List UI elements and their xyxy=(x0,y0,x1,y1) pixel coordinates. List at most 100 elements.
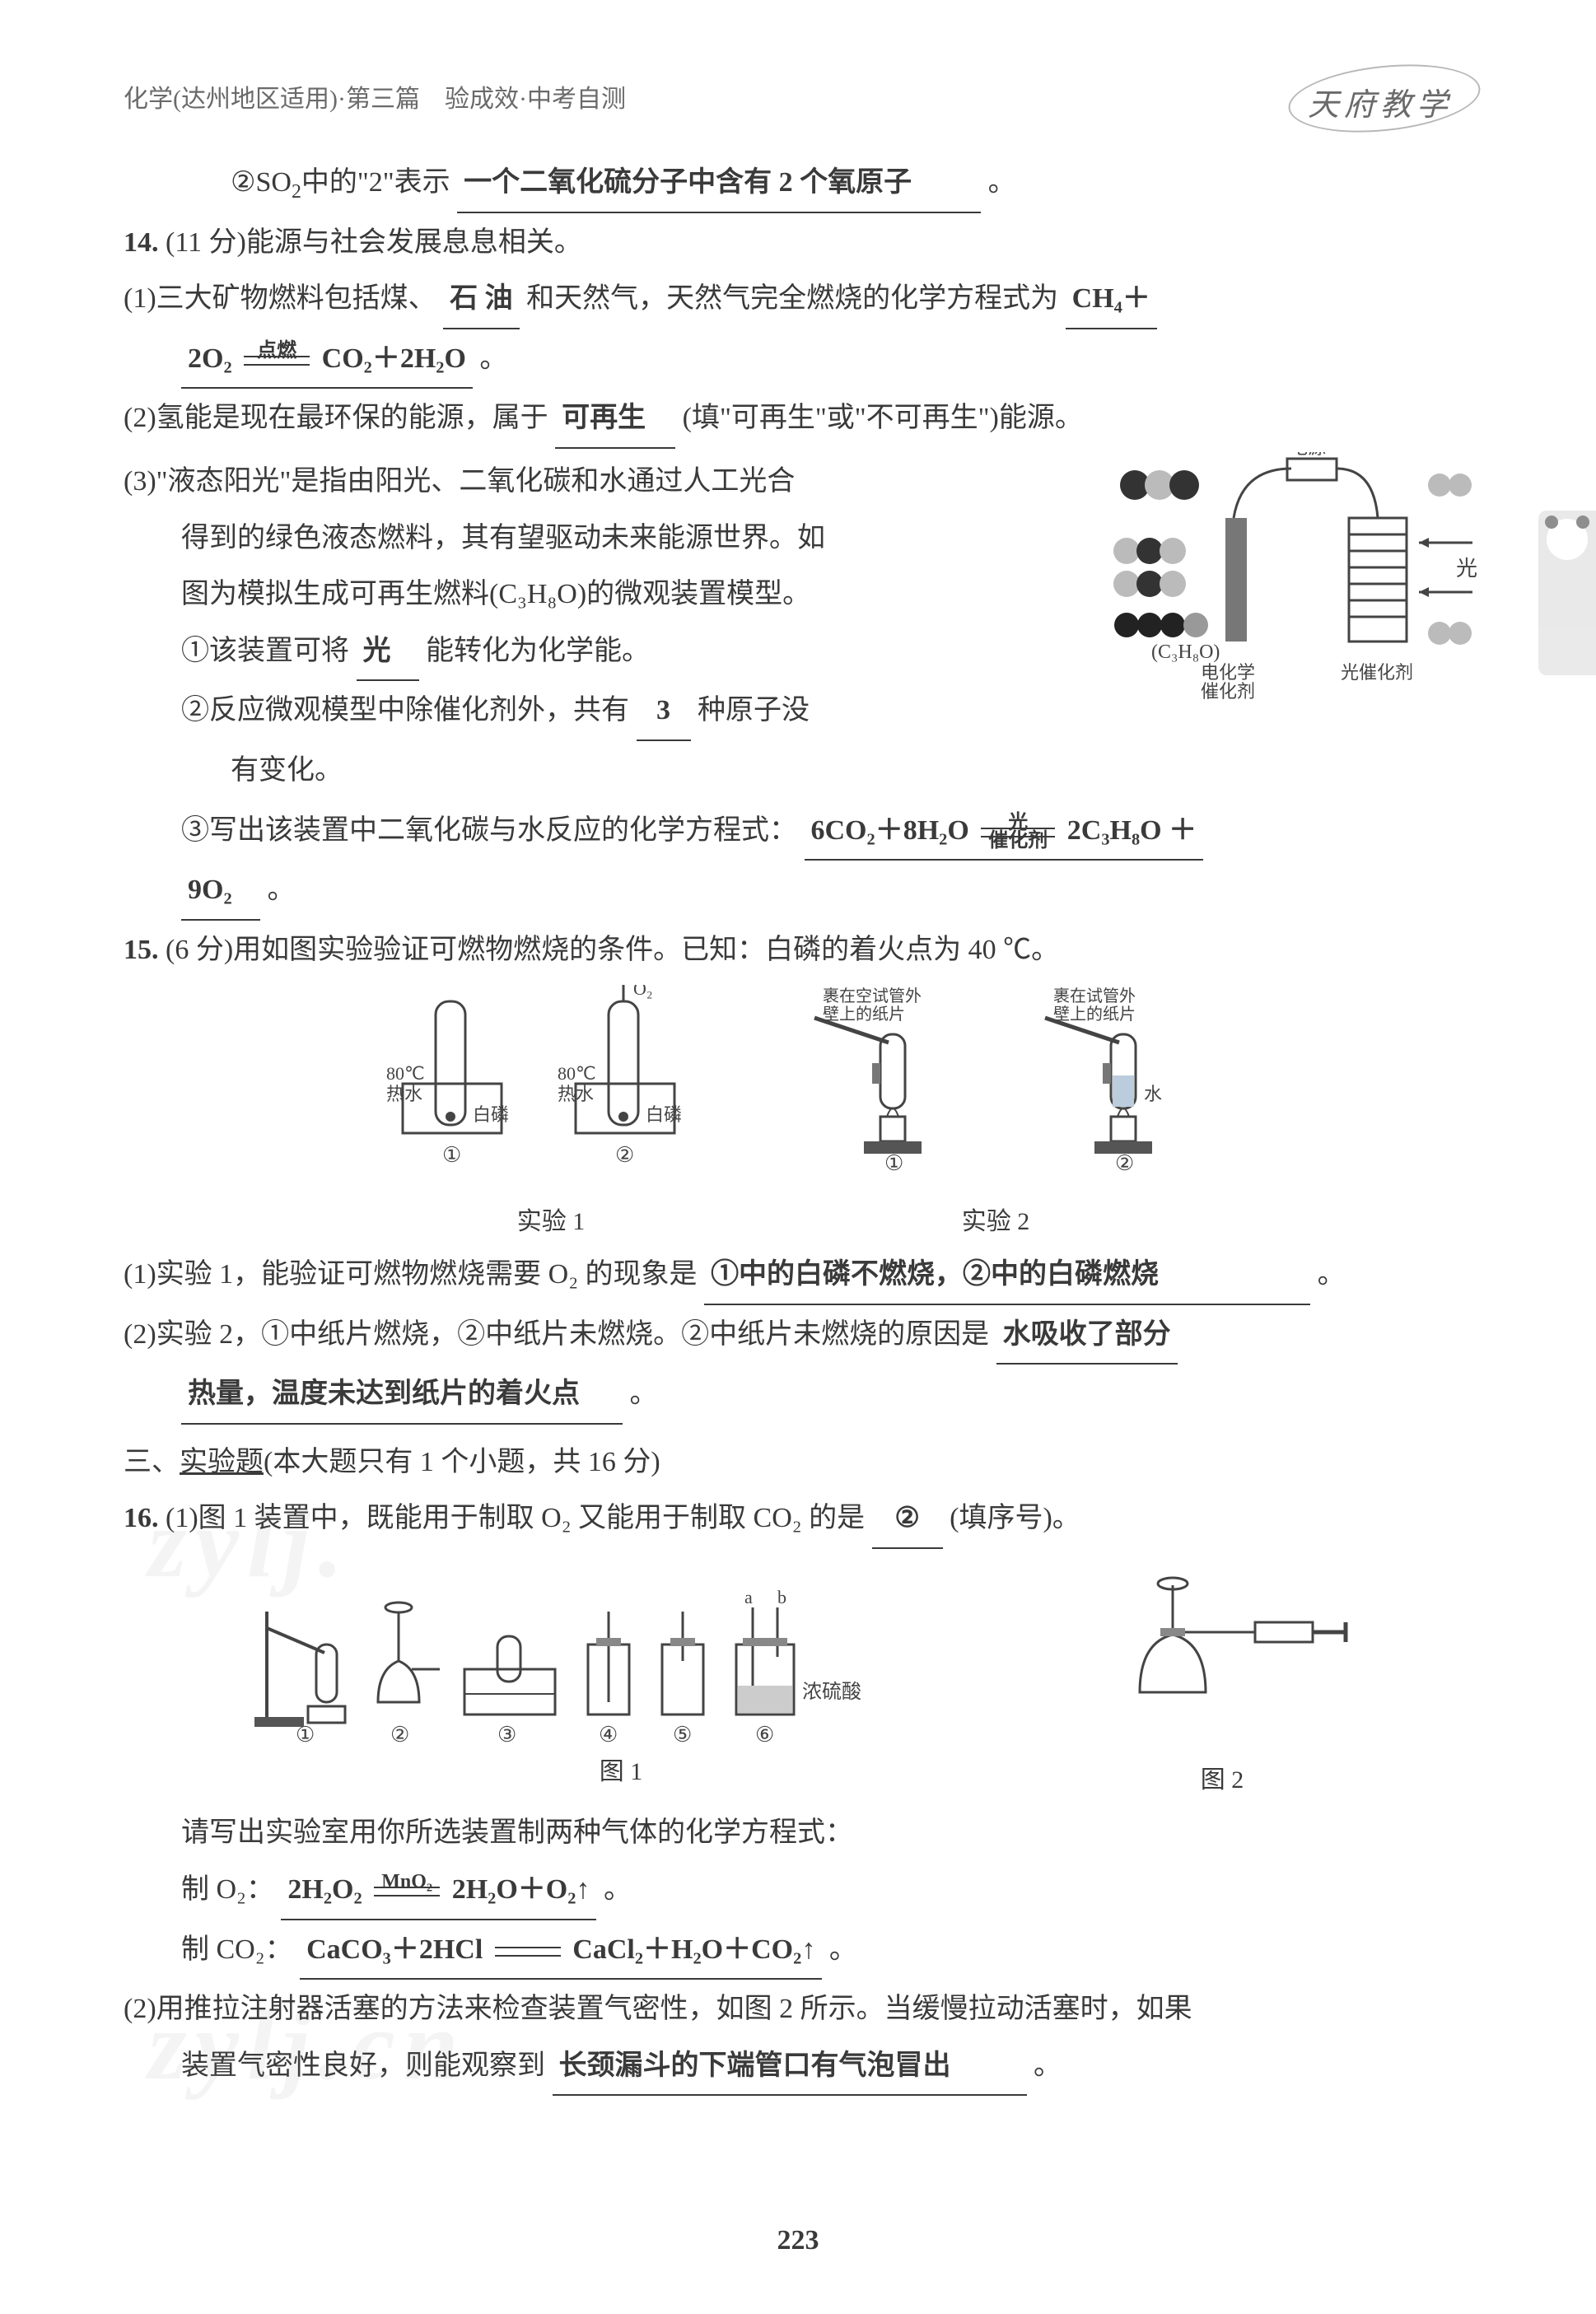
q16-co2-eq: CaCO₃＋2HCl CaCl₂＋H₂O＋CO₂↑ xyxy=(300,1924,822,1980)
q14-1-2o2: 2O₂ xyxy=(188,343,232,374)
q16-co2-right: CaCl₂＋H₂O＋CO₂↑ xyxy=(572,1934,815,1965)
q14-3-1b: 能转化为化学能。 xyxy=(426,636,650,666)
q14-figure: (C₃H₈O) 电化学 催化剂 电源 光催化剂 xyxy=(1102,452,1481,718)
q16-co2-end: 。 xyxy=(829,1934,857,1965)
svg-text:⑥: ⑥ xyxy=(755,1723,774,1743)
q15-2-line2: 热量，温度未达到纸片的着火点 。 xyxy=(124,1368,1481,1425)
q14-1-end: 。 xyxy=(479,343,507,374)
q14-3-2a: ②反应微观模型中除催化剂外，共有 xyxy=(181,695,629,725)
q14-3b: 得到的绿色液态燃料，其有望驱动未来能源世界。如 xyxy=(124,512,1085,566)
experiment1-icon: 80℃ 热水 白磷 ① O₂ 80℃ 热水 白磷 ② xyxy=(378,985,724,1174)
breadcrumb: 化学(达州地区适用)·第三篇 验成效·中考自测 xyxy=(124,76,626,123)
q16-o2-end: 。 xyxy=(604,1874,632,1905)
q14-3-3-left: 6CO₂＋8H₂O xyxy=(811,815,969,846)
experiment2-icon: 裹在空试管外 壁上的纸片 ① 裹在试管外 壁上的纸片 水 ② xyxy=(765,985,1226,1174)
q15-1end: 。 xyxy=(1318,1259,1346,1290)
q16-co2: 制 CO₂： CaCO₃＋2HCl CaCl₂＋H₂O＋CO₂↑ 。 xyxy=(124,1924,1481,1980)
apparatus-row: ① ② ③ ④ xyxy=(250,1562,992,1743)
q16-o2-left: 2H₂O₂ xyxy=(287,1874,362,1905)
q14-1-right: CO₂＋2H₂O xyxy=(322,343,466,374)
q14-3-3eq: 6CO₂＋8H₂O 光 催化剂 2C₃H₈O ＋ xyxy=(805,805,1204,861)
q14-points: (11 分)能源与社会发展息息相关。 xyxy=(166,227,582,258)
brand-logo: 天府教学 xyxy=(1283,66,1481,132)
q14-3-3-bot: 催化剂 xyxy=(988,823,1048,861)
svg-text:光催化剂: 光催化剂 xyxy=(1341,662,1413,683)
q14-1b: 和天然气，天然气完全燃烧的化学方程式为 xyxy=(526,283,1058,314)
q14-3-3end: 。 xyxy=(268,875,296,905)
q14-3-2: ②反应微观模型中除催化剂外，共有 3 种原子没 xyxy=(124,684,1085,741)
q16-number: 16. xyxy=(124,1503,159,1533)
q15-exp2-caption: 实验 2 xyxy=(765,1198,1226,1245)
svg-text:②: ② xyxy=(615,1143,634,1167)
svg-text:浓硫酸: 浓硫酸 xyxy=(802,1681,861,1703)
svg-text:壁上的纸片: 壁上的纸片 xyxy=(823,1005,905,1024)
q15-2a: (2)实验 2，①中纸片燃烧，②中纸片未燃烧。②中纸片未燃烧的原因是 xyxy=(124,1319,989,1350)
q16-1b: (填序号)。 xyxy=(950,1503,1080,1533)
q16-eq-intro: 请写出实验室用你所选装置制两种气体的化学方程式： xyxy=(124,1807,1481,1860)
q14-3a: (3)"液态阳光"是指由阳光、二氧化碳和水通过人工光合 xyxy=(124,455,1085,509)
q16-fig1: ① ② ③ ④ xyxy=(250,1552,992,1795)
svg-text:①: ① xyxy=(884,1151,903,1174)
q14-1-line1: (1)三大矿物燃料包括煤、 石 油 和天然气，天然气完全燃烧的化学方程式为 CH… xyxy=(124,273,1481,329)
sec3-title: 实验题 xyxy=(180,1447,264,1477)
q16-2b: 装置气密性良好，则能观察到 xyxy=(181,2050,545,2081)
q16-fig1-caption: 图 1 xyxy=(250,1748,992,1795)
header-row: 化学(达州地区适用)·第三篇 验成效·中考自测 天府教学 xyxy=(124,66,1481,132)
q14-2b: (填"可再生"或"不可再生")能源。 xyxy=(683,403,1083,433)
q14-1-ans1: 石 油 xyxy=(443,273,520,329)
svg-text:②: ② xyxy=(390,1723,409,1743)
q15-2-ans2: 热量，温度未达到纸片的着火点 xyxy=(181,1368,623,1425)
q13-mid: 中的"2"表示 xyxy=(301,167,450,198)
reaction-arrow-icon xyxy=(495,1947,561,1957)
q15-2end: 。 xyxy=(630,1379,658,1409)
q15-head: 15. (6 分)用如图实验验证可燃物燃烧的条件。已知：白磷的着火点为 40 ℃… xyxy=(124,924,1481,977)
q16-2-ans: 长颈漏斗的下端管口有气泡冒出 xyxy=(553,2040,1027,2097)
svg-text:白磷: 白磷 xyxy=(646,1104,682,1125)
q15-1a: (1)实验 1，能验证可燃物燃烧需要 O₂ 的现象是 xyxy=(124,1259,698,1290)
svg-text:⑤: ⑤ xyxy=(673,1723,692,1743)
q14-3-2ans: 3 xyxy=(637,684,691,741)
q16-o2: 制 O₂： 2H₂O₂ MnO₂ 2H₂O＋O₂↑ 。 xyxy=(124,1864,1481,1920)
q16-fig2: 图 2 xyxy=(1090,1552,1354,1804)
q13-prefix: ②SO xyxy=(231,167,292,198)
svg-text:光: 光 xyxy=(1456,557,1477,581)
q14-3-2c: 有变化。 xyxy=(124,744,1085,798)
svg-text:②: ② xyxy=(1115,1151,1134,1174)
svg-text:白磷: 白磷 xyxy=(473,1104,509,1125)
q14-3-1ans: 光 xyxy=(357,625,419,682)
q14-3-block: (3)"液态阳光"是指由阳光、二氧化碳和水通过人工光合 得到的绿色液态燃料，其有… xyxy=(124,452,1481,801)
q15-1-ans: ①中的白磷不燃烧，②中的白磷燃烧 xyxy=(704,1248,1310,1305)
q15-exp1-caption: 实验 1 xyxy=(378,1198,724,1245)
svg-text:④: ④ xyxy=(599,1723,618,1743)
q14-1-cond: 点燃 xyxy=(257,333,296,371)
svg-text:80℃: 80℃ xyxy=(558,1063,596,1084)
q16-figs: ① ② ③ ④ xyxy=(124,1552,1481,1804)
svg-text:裹在空试管外: 裹在空试管外 xyxy=(823,987,922,1005)
q15-1: (1)实验 1，能验证可燃物燃烧需要 O₂ 的现象是 ①中的白磷不燃烧，②中的白… xyxy=(124,1248,1481,1305)
q13-sub: 2 xyxy=(292,181,301,203)
q14-2-ans: 可再生 xyxy=(555,392,675,449)
svg-text:O₂: O₂ xyxy=(633,985,653,999)
q14-1a: (1)三大矿物燃料包括煤、 xyxy=(124,283,436,314)
q14-3-1: ①该装置可将 光 能转化为化学能。 xyxy=(124,625,1085,682)
q16-o2-eq: 2H₂O₂ MnO₂ 2H₂O＋O₂↑ xyxy=(281,1864,596,1920)
svg-text:水: 水 xyxy=(1144,1084,1162,1104)
logo-text: 天府教学 xyxy=(1308,76,1453,135)
q15-exp1: 80℃ 热水 白磷 ① O₂ 80℃ 热水 白磷 ② 实验 1 xyxy=(378,985,724,1245)
apparatus-set-icon: ① ② ③ ④ xyxy=(250,1562,992,1743)
svg-text:电化学: 电化学 xyxy=(1201,662,1255,683)
svg-text:80℃: 80℃ xyxy=(386,1063,425,1084)
q14-1-eq-left: CH₄＋ xyxy=(1066,273,1157,329)
q16-o2-cond: MnO₂ xyxy=(381,1864,432,1901)
q13-answer: 一个二氧化硫分子中含有 2 个氧原子 xyxy=(457,156,981,213)
q16-o2-right: 2H₂O＋O₂↑ xyxy=(452,1874,590,1905)
q14-3-3a: ③写出该装置中二氧化碳与水反应的化学方程式： xyxy=(181,815,797,846)
panda-icon xyxy=(1547,519,1588,560)
syringe-flask-icon xyxy=(1090,1552,1354,1733)
q14-3-3-line2: 9O₂ 。 xyxy=(124,864,1481,921)
svg-text:(C₃H₈O): (C₃H₈O) xyxy=(1151,641,1220,663)
q16-1a: (1)图 1 装置中，既能用于制取 O₂ 又能用于制取 CO₂ 的是 xyxy=(166,1503,865,1533)
q16-2-line1: (2)用推拉注射器活塞的方法来检查装置气密性，如图 2 所示。当缓慢拉动活塞时，… xyxy=(124,1983,1481,2036)
q14-1-eq-part: 2O₂ 点燃 CO₂＋2H₂O xyxy=(181,333,473,390)
q15-exp2: 裹在空试管外 壁上的纸片 ① 裹在试管外 壁上的纸片 水 ② xyxy=(765,985,1226,1245)
